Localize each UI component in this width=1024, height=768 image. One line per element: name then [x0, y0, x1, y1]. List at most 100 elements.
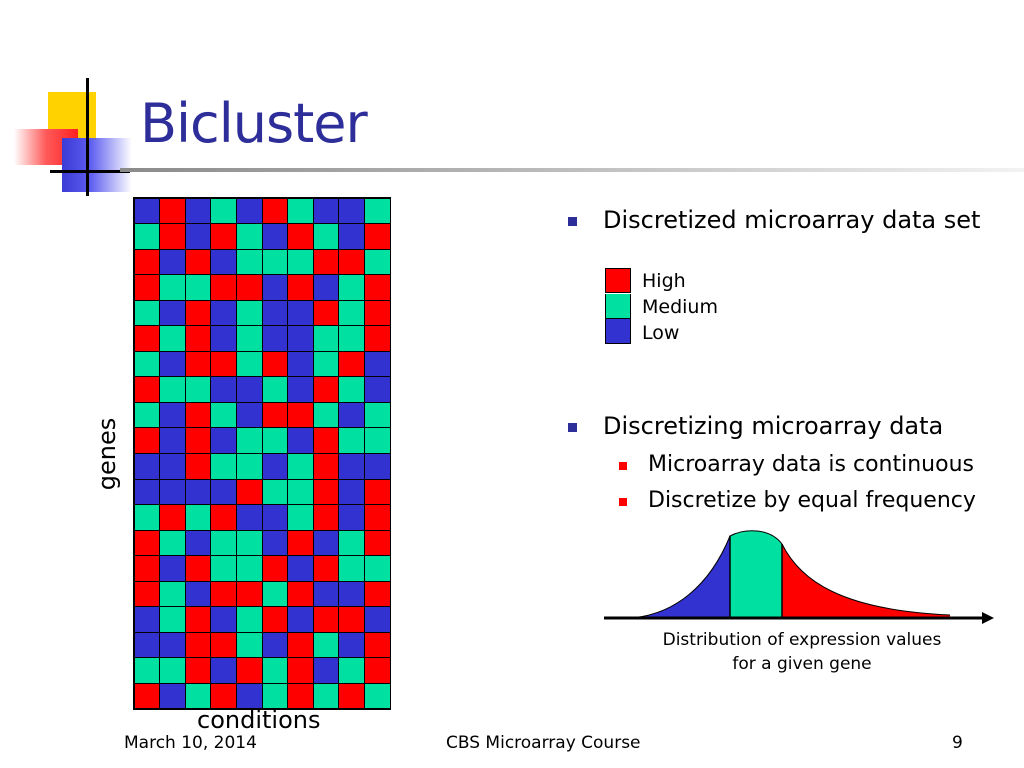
- matrix-cell: [210, 606, 237, 633]
- matrix-cell: [235, 401, 263, 429]
- matrix-cell: [133, 682, 161, 710]
- matrix-cell: [261, 682, 289, 710]
- sub-bullet-continuous: Microarray data is continuous: [619, 452, 974, 477]
- matrix-cell: [338, 427, 365, 454]
- matrix-cell: [133, 376, 161, 403]
- matrix-cell: [261, 606, 289, 633]
- matrix-cell: [312, 580, 340, 608]
- matrix-cell: [184, 427, 212, 454]
- matrix-cell: [184, 606, 212, 633]
- matrix-cell: [363, 376, 391, 403]
- matrix-cell: [159, 504, 186, 531]
- matrix-cell: [210, 248, 237, 276]
- matrix-cell: [287, 606, 314, 633]
- matrix-cell: [235, 376, 263, 403]
- matrix-cell: [261, 248, 289, 276]
- matrix-cell: [363, 248, 391, 276]
- matrix-cell: [210, 350, 237, 378]
- matrix-cell: [338, 682, 365, 710]
- matrix-cell: [159, 631, 186, 659]
- matrix-cell: [261, 580, 289, 608]
- matrix-cell: [159, 452, 186, 480]
- matrix-cell: [261, 223, 289, 250]
- sub-bullet-square-icon: [619, 498, 627, 506]
- matrix-cell: [159, 478, 186, 506]
- matrix-cell: [338, 504, 365, 531]
- legend-swatch-high: [605, 268, 631, 293]
- matrix-cell: [235, 299, 263, 327]
- decorative-horizontal-line: [50, 170, 130, 173]
- matrix-cell: [363, 427, 391, 454]
- matrix-cell: [235, 504, 263, 531]
- matrix-cell: [235, 197, 263, 225]
- matrix-cell: [184, 248, 212, 276]
- matrix-cell: [312, 274, 340, 301]
- matrix-cell: [159, 580, 186, 608]
- matrix-cell: [287, 657, 314, 684]
- legend-label-medium: Medium: [642, 296, 718, 318]
- matrix-cell: [338, 478, 365, 506]
- matrix-cell: [287, 223, 314, 250]
- matrix-cell: [235, 631, 263, 659]
- matrix-cell: [159, 657, 186, 684]
- matrix-cell: [133, 555, 161, 582]
- matrix-cell: [184, 478, 212, 506]
- matrix-cell: [235, 248, 263, 276]
- distribution-axis-arrowhead: [982, 612, 994, 624]
- matrix-cell: [363, 478, 391, 506]
- matrix-cell: [133, 504, 161, 531]
- matrix-cell: [312, 350, 340, 378]
- matrix-cell: [184, 376, 212, 403]
- genes-axis-label: genes: [93, 417, 121, 491]
- bullet-discretizing-data: Discretizing microarray data: [568, 412, 943, 440]
- matrix-cell: [184, 401, 212, 429]
- title-divider: [120, 168, 1024, 172]
- matrix-cell: [312, 427, 340, 454]
- matrix-cell: [338, 657, 365, 684]
- matrix-cell: [338, 223, 365, 250]
- distribution-segment-low: [630, 536, 730, 618]
- matrix-cell: [287, 376, 314, 403]
- matrix-cell: [338, 197, 365, 225]
- matrix-cell: [363, 580, 391, 608]
- matrix-cell: [159, 682, 186, 710]
- matrix-cell: [363, 325, 391, 352]
- matrix-cell: [312, 529, 340, 557]
- matrix-cell: [338, 350, 365, 378]
- matrix-cell: [235, 529, 263, 557]
- matrix-cell: [287, 325, 314, 352]
- matrix-cell: [184, 452, 212, 480]
- matrix-cell: [184, 631, 212, 659]
- conditions-axis-label: conditions: [197, 706, 321, 734]
- matrix-cell: [312, 631, 340, 659]
- matrix-cell: [338, 376, 365, 403]
- matrix-cell: [312, 555, 340, 582]
- matrix-cell: [363, 657, 391, 684]
- matrix-cell: [133, 223, 161, 250]
- matrix-cell: [363, 274, 391, 301]
- matrix-cell: [312, 197, 340, 225]
- matrix-cell: [133, 401, 161, 429]
- matrix-cell: [261, 478, 289, 506]
- matrix-cell: [363, 197, 391, 225]
- matrix-cell: [210, 376, 237, 403]
- matrix-cell: [287, 248, 314, 276]
- matrix-cell: [159, 274, 186, 301]
- matrix-cell: [133, 631, 161, 659]
- matrix-cell: [210, 274, 237, 301]
- legend-label-low: Low: [642, 322, 680, 344]
- matrix-cell: [235, 555, 263, 582]
- sub-bullet-text: Discretize by equal frequency: [648, 488, 976, 513]
- matrix-cell: [312, 223, 340, 250]
- matrix-cell: [133, 529, 161, 557]
- matrix-cell: [159, 223, 186, 250]
- matrix-cell: [287, 555, 314, 582]
- matrix-cell: [338, 555, 365, 582]
- matrix-cell: [338, 529, 365, 557]
- matrix-cell: [261, 504, 289, 531]
- matrix-cell: [312, 376, 340, 403]
- matrix-cell: [287, 452, 314, 480]
- matrix-cell: [338, 401, 365, 429]
- bullet-discretized-data-set: Discretized microarray data set: [568, 206, 980, 234]
- matrix-cell: [235, 580, 263, 608]
